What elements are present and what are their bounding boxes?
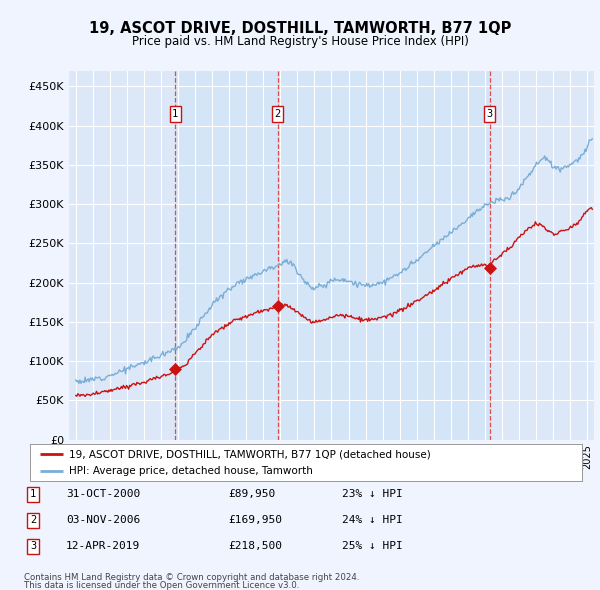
Text: 31-OCT-2000: 31-OCT-2000 [66,490,140,499]
Text: 3: 3 [30,542,36,551]
Text: 2: 2 [275,109,281,119]
Text: HPI: Average price, detached house, Tamworth: HPI: Average price, detached house, Tamw… [68,466,313,476]
Text: 12-APR-2019: 12-APR-2019 [66,542,140,551]
Text: Contains HM Land Registry data © Crown copyright and database right 2024.: Contains HM Land Registry data © Crown c… [24,572,359,582]
Text: 03-NOV-2006: 03-NOV-2006 [66,516,140,525]
Text: £218,500: £218,500 [228,542,282,551]
Text: 2: 2 [30,516,36,525]
Text: 19, ASCOT DRIVE, DOSTHILL, TAMWORTH, B77 1QP: 19, ASCOT DRIVE, DOSTHILL, TAMWORTH, B77… [89,21,511,36]
Text: Price paid vs. HM Land Registry's House Price Index (HPI): Price paid vs. HM Land Registry's House … [131,35,469,48]
Text: 1: 1 [30,490,36,499]
Text: 3: 3 [487,109,493,119]
Text: This data is licensed under the Open Government Licence v3.0.: This data is licensed under the Open Gov… [24,581,299,590]
Text: £169,950: £169,950 [228,516,282,525]
Bar [175,71,278,440]
Text: 24% ↓ HPI: 24% ↓ HPI [342,516,403,525]
Bar [278,71,490,440]
Text: 23% ↓ HPI: 23% ↓ HPI [342,490,403,499]
Text: 1: 1 [172,109,178,119]
Text: £89,950: £89,950 [228,490,275,499]
Text: 25% ↓ HPI: 25% ↓ HPI [342,542,403,551]
Text: 19, ASCOT DRIVE, DOSTHILL, TAMWORTH, B77 1QP (detached house): 19, ASCOT DRIVE, DOSTHILL, TAMWORTH, B77… [68,449,430,459]
